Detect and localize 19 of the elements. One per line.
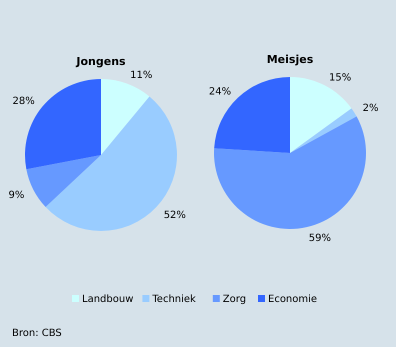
pie-slice [214, 116, 366, 229]
legend-label: Zorg [222, 294, 246, 305]
pie-slice [26, 155, 101, 208]
legend-label: Economie [268, 294, 318, 305]
data-label: 24% [208, 86, 232, 98]
legend-label: Techniek [151, 294, 196, 305]
data-label: 9% [8, 190, 24, 202]
data-label: 15% [329, 72, 352, 84]
data-label: 28% [12, 96, 35, 108]
chart-title: Jongens [75, 55, 126, 68]
chart-title: Meisjes [266, 53, 314, 66]
data-label: 59% [308, 232, 331, 244]
data-label: 52% [164, 210, 186, 221]
pie-slice [101, 79, 150, 155]
data-label: 2% [362, 102, 378, 114]
text: Bron: CBS [12, 328, 62, 339]
data-label: 11% [130, 70, 152, 82]
pie-slice [290, 108, 357, 153]
legend-label: Landbouw [82, 294, 134, 305]
